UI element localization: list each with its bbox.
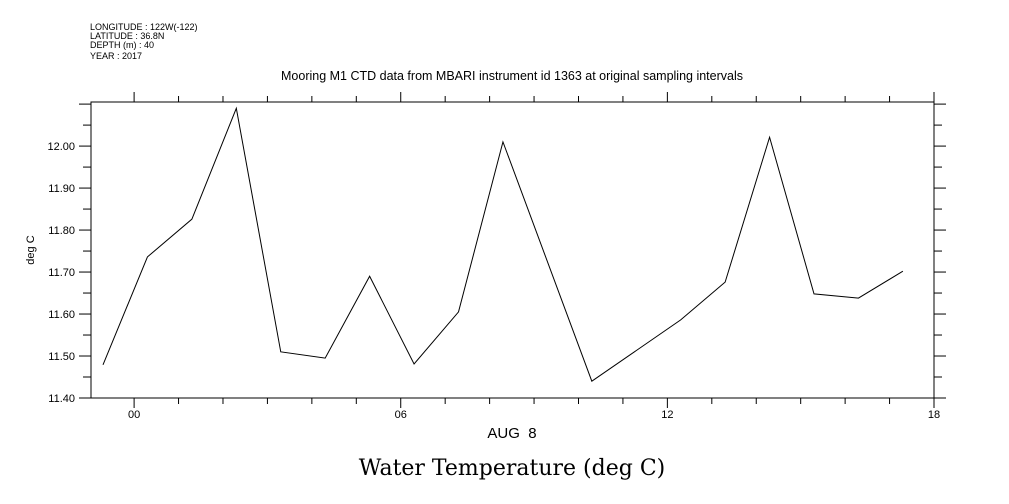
header-year: YEAR : 2017 [90,51,142,61]
bottom-title: Water Temperature (deg C) [359,456,666,481]
y-tick-label: 11.40 [48,393,75,405]
y-tick-label: 12.00 [47,141,75,153]
y-tick-label: 11.80 [48,225,75,237]
chart-title: Mooring M1 CTD data from MBARI instrumen… [281,69,743,83]
y-tick-label: 11.60 [48,309,75,321]
y-axis-label: deg C [25,235,37,264]
x-tick-label: 00 [128,409,140,421]
plot-frame [90,101,935,399]
series-line-water-temperature [102,106,904,382]
x-tick-label: 12 [661,409,673,421]
header-longitude: LONGITUDE : 122W(-122) [90,22,198,32]
header-latitude: LATITUDE : 36.8N [90,31,164,41]
x-tick-label: 06 [395,409,407,421]
header-depth: DEPTH (m) : 40 [90,40,154,50]
x-tick-label: 18 [928,409,940,421]
y-tick-label: 11.50 [48,351,75,363]
x-axis-label: AUG 8 [487,425,536,442]
y-tick-label: 11.70 [48,267,75,279]
y-tick-label: 11.90 [48,183,75,195]
metadata-header: LONGITUDE : 122W(-122) LATITUDE : 36.8N … [90,22,198,61]
